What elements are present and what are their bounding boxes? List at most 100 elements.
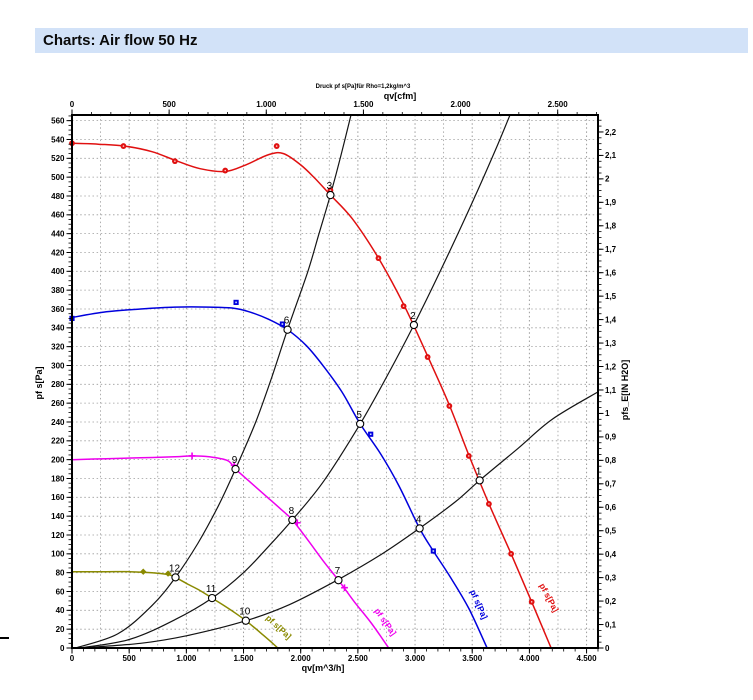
svg-text:2,1: 2,1 [605, 151, 617, 160]
svg-text:40: 40 [56, 606, 65, 615]
svg-text:1,5: 1,5 [605, 292, 617, 301]
header-band: Charts: Air flow 50 Hz [35, 28, 748, 53]
operating-point-5 [356, 419, 365, 429]
fan-curve-speed-2-label: pf s[Pa] [468, 588, 490, 621]
chart-small-title: Druck pf s[Pa]für Rho=1,2kg/m^3 [316, 84, 411, 90]
svg-text:4.000: 4.000 [519, 654, 540, 663]
gridlines [72, 115, 598, 648]
svg-text:460: 460 [51, 211, 65, 220]
svg-text:0,7: 0,7 [605, 480, 617, 489]
svg-text:1,4: 1,4 [605, 315, 617, 324]
svg-text:4.500: 4.500 [577, 654, 598, 663]
system-curve-3 [75, 114, 352, 649]
svg-text:400: 400 [51, 267, 65, 276]
svg-text:260: 260 [51, 399, 65, 408]
svg-text:3.500: 3.500 [462, 654, 483, 663]
operating-point-label-5: 5 [356, 410, 362, 421]
operating-point-12 [171, 573, 180, 582]
svg-text:300: 300 [51, 361, 65, 370]
svg-text:20: 20 [56, 625, 65, 634]
fan-curve-speed-2 [71, 306, 488, 649]
plot-frame [71, 114, 599, 649]
operating-point-label-1: 1 [476, 466, 482, 477]
operating-point-3 [326, 190, 335, 200]
fan-curve-speed-4-markers [140, 568, 172, 577]
fan-curve-speed-3-label: pf s[Pa] [372, 606, 398, 637]
fan-curve-speed-3 [71, 455, 390, 649]
svg-text:1.000: 1.000 [176, 654, 197, 663]
left-axis-title: pf s[Pa] [34, 366, 44, 399]
svg-text:1.500: 1.500 [353, 100, 374, 109]
svg-text:0: 0 [60, 644, 65, 653]
svg-text:80: 80 [56, 568, 65, 577]
svg-text:340: 340 [51, 324, 65, 333]
svg-text:100: 100 [51, 550, 65, 559]
operating-point-4 [415, 524, 424, 533]
operating-point-10 [241, 616, 250, 625]
svg-text:180: 180 [51, 474, 65, 483]
svg-text:500: 500 [122, 654, 136, 663]
svg-text:500: 500 [162, 100, 176, 109]
svg-text:540: 540 [51, 135, 65, 144]
operating-point-label-10: 10 [239, 607, 251, 618]
svg-text:0,2: 0,2 [605, 597, 617, 606]
fan-curve-speed-1-markers [69, 140, 535, 605]
svg-text:120: 120 [51, 531, 65, 540]
svg-text:1,1: 1,1 [605, 386, 617, 395]
right-axis-title: pfs_E[IN H2O] [620, 360, 630, 421]
fan-curve-speed-4-label: pf s[Pa] [264, 613, 294, 642]
system-curve-1 [81, 391, 599, 649]
svg-text:0,8: 0,8 [605, 456, 617, 465]
operating-point-label-7: 7 [335, 566, 341, 577]
svg-text:2.000: 2.000 [291, 654, 312, 663]
bottom-axis-title: qv[m^3/h] [302, 663, 345, 673]
svg-text:220: 220 [51, 437, 65, 446]
operating-point-label-2: 2 [410, 311, 416, 322]
svg-text:1.500: 1.500 [234, 654, 255, 663]
fan-curve-speed-1-label: pf s[Pa] [537, 581, 561, 613]
operating-point-6 [283, 325, 292, 334]
svg-text:240: 240 [51, 418, 65, 427]
svg-text:3.000: 3.000 [405, 654, 426, 663]
fan-curve-speed-3-markers [188, 452, 348, 592]
svg-text:1,6: 1,6 [605, 268, 617, 277]
operating-point-label-11: 11 [206, 584, 217, 595]
svg-text:0,9: 0,9 [605, 433, 617, 442]
svg-text:360: 360 [51, 305, 65, 314]
operating-point-label-6: 6 [284, 316, 290, 327]
svg-text:2,2: 2,2 [605, 128, 617, 137]
svg-text:420: 420 [51, 248, 65, 257]
operating-point-1 [475, 476, 484, 485]
operating-point-11 [207, 593, 217, 603]
svg-text:440: 440 [51, 229, 65, 238]
page-margin-dash [0, 637, 9, 639]
svg-text:0: 0 [70, 100, 75, 109]
svg-text:2.000: 2.000 [451, 100, 472, 109]
svg-text:2.500: 2.500 [548, 100, 569, 109]
operating-point-label-9: 9 [232, 455, 238, 466]
operating-point-2 [409, 320, 419, 330]
svg-text:0,3: 0,3 [605, 573, 617, 582]
fan-curve-speed-1 [71, 142, 552, 649]
svg-text:0,5: 0,5 [605, 527, 617, 536]
svg-text:2: 2 [605, 175, 610, 184]
operating-point-7 [334, 576, 343, 585]
operating-point-label-3: 3 [327, 181, 333, 192]
svg-text:160: 160 [51, 493, 65, 502]
svg-text:1.000: 1.000 [256, 100, 277, 109]
axes: 0 500 1.000 1.500 2.000 2.500 3.000 3.500 4.000 4… [34, 84, 630, 673]
svg-text:280: 280 [51, 380, 65, 389]
system-curve-2 [78, 114, 511, 649]
operating-point-label-12: 12 [169, 563, 181, 574]
svg-text:560: 560 [51, 116, 65, 125]
svg-text:0: 0 [70, 654, 75, 663]
svg-text:0: 0 [605, 644, 610, 653]
svg-text:0,1: 0,1 [605, 620, 617, 629]
svg-text:1,8: 1,8 [605, 222, 617, 231]
svg-text:2.500: 2.500 [348, 654, 369, 663]
svg-text:320: 320 [51, 342, 65, 351]
svg-text:60: 60 [56, 587, 65, 596]
